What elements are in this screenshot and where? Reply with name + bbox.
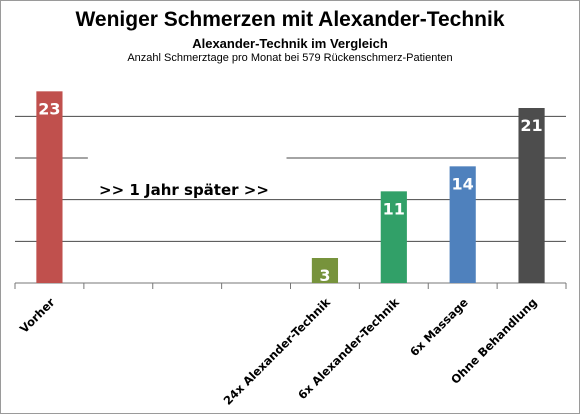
data-label: 11 bbox=[383, 199, 405, 218]
chart-subtitle: Alexander-Technik im Vergleich bbox=[192, 36, 388, 51]
x-tick-label: Vorher bbox=[17, 295, 58, 336]
x-tick-label: 6x Massage bbox=[407, 295, 471, 359]
chart-note: Anzahl Schmerztage pro Monat bei 579 Rüc… bbox=[127, 52, 453, 64]
data-label: 23 bbox=[38, 99, 60, 118]
data-label: 3 bbox=[319, 266, 330, 285]
annotation-text: >> 1 Jahr später >> bbox=[99, 181, 269, 199]
x-tick-label: 24x Alexander-Technik bbox=[221, 295, 334, 408]
bar bbox=[36, 91, 63, 283]
bar bbox=[518, 108, 545, 283]
data-label: 21 bbox=[520, 116, 542, 135]
chart-title: Weniger Schmerzen mit Alexander-Technik bbox=[75, 8, 505, 31]
data-label: 14 bbox=[452, 174, 474, 193]
bar bbox=[311, 258, 339, 283]
bar bbox=[380, 191, 407, 283]
bar bbox=[449, 166, 476, 283]
